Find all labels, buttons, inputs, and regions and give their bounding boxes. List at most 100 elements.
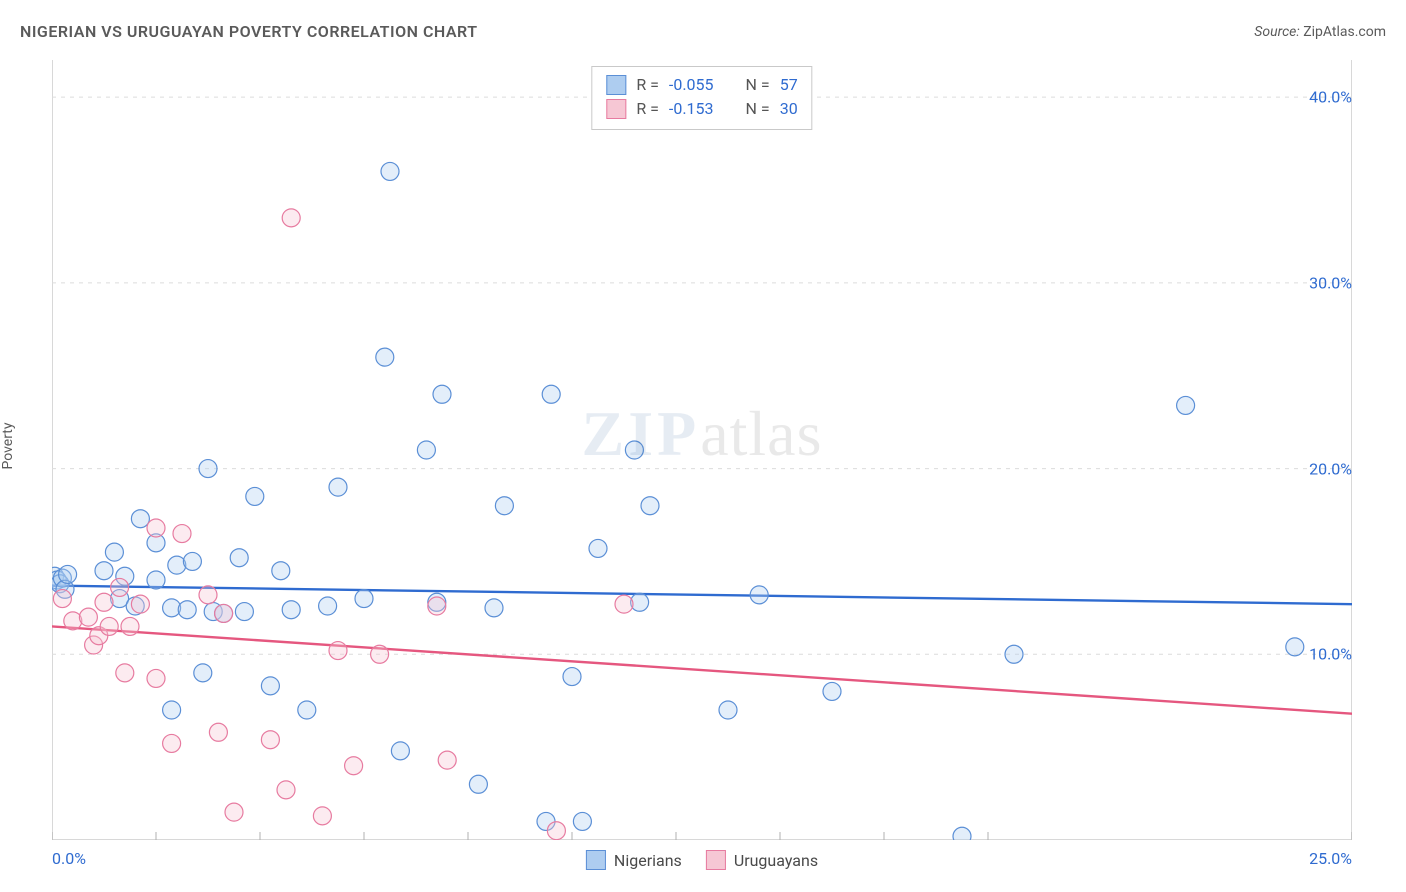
data-point bbox=[147, 571, 165, 589]
data-point bbox=[225, 803, 243, 821]
stats-legend-row: R = -0.153 N = 30 bbox=[606, 97, 797, 121]
stat-r-value: -0.055 bbox=[669, 73, 714, 97]
data-point bbox=[495, 497, 513, 515]
stat-n-label: N = bbox=[746, 73, 770, 97]
x-tick-label: 25.0% bbox=[1309, 849, 1352, 868]
chart-title: NIGERIAN VS URUGUAYAN POVERTY CORRELATIO… bbox=[20, 22, 478, 41]
data-point bbox=[469, 775, 487, 793]
data-point bbox=[1286, 638, 1304, 656]
data-point bbox=[953, 827, 971, 840]
data-point bbox=[542, 385, 560, 403]
data-point bbox=[376, 348, 394, 366]
data-point bbox=[823, 682, 841, 700]
data-point bbox=[355, 590, 373, 608]
stat-r-label: R = bbox=[636, 97, 659, 121]
stat-n-value: 30 bbox=[780, 97, 798, 121]
data-point bbox=[199, 460, 217, 478]
data-point bbox=[168, 556, 186, 574]
data-point bbox=[178, 601, 196, 619]
data-point bbox=[371, 645, 389, 663]
source-attribution: Source: ZipAtlas.com bbox=[1254, 24, 1386, 40]
stat-r-value: -0.153 bbox=[669, 97, 714, 121]
y-axis-label: Poverty bbox=[0, 422, 16, 469]
data-point bbox=[1005, 645, 1023, 663]
legend-swatch bbox=[606, 75, 626, 95]
data-point bbox=[246, 487, 264, 505]
data-point bbox=[131, 510, 149, 528]
data-point bbox=[111, 578, 129, 596]
y-tick-label: 40.0% bbox=[1309, 88, 1352, 107]
data-point bbox=[391, 742, 409, 760]
data-point bbox=[573, 812, 591, 830]
y-tick-label: 10.0% bbox=[1309, 645, 1352, 664]
data-point bbox=[615, 595, 633, 613]
data-point bbox=[235, 603, 253, 621]
data-point bbox=[121, 617, 139, 635]
data-point bbox=[417, 441, 435, 459]
data-point bbox=[329, 642, 347, 660]
data-point bbox=[183, 552, 201, 570]
data-point bbox=[230, 549, 248, 567]
data-point bbox=[282, 209, 300, 227]
stat-r-label: R = bbox=[636, 73, 659, 97]
data-point bbox=[53, 590, 71, 608]
data-point bbox=[105, 543, 123, 561]
legend-swatch bbox=[706, 850, 726, 870]
y-tick-label: 30.0% bbox=[1309, 273, 1352, 292]
data-point bbox=[329, 478, 347, 496]
legend-swatch bbox=[586, 850, 606, 870]
data-point bbox=[428, 597, 446, 615]
data-point bbox=[547, 822, 565, 840]
data-point bbox=[147, 519, 165, 537]
data-point bbox=[163, 701, 181, 719]
x-tick-label: 0.0% bbox=[52, 849, 86, 868]
data-point bbox=[173, 525, 191, 543]
data-point bbox=[95, 593, 113, 611]
data-point bbox=[719, 701, 737, 719]
data-point bbox=[215, 604, 233, 622]
data-point bbox=[199, 586, 217, 604]
plot-area: ZIPatlas 10.0%20.0%30.0%40.0% 0.0%25.0% … bbox=[52, 60, 1352, 840]
data-point bbox=[79, 608, 97, 626]
data-point bbox=[563, 668, 581, 686]
data-point bbox=[589, 539, 607, 557]
data-point bbox=[163, 734, 181, 752]
data-point bbox=[131, 595, 149, 613]
legend-item: Uruguayans bbox=[706, 850, 818, 870]
source-label: Source: bbox=[1254, 24, 1299, 40]
stats-legend: R =-0.055N =57R =-0.153N =30 bbox=[591, 66, 812, 130]
legend-label: Uruguayans bbox=[734, 851, 818, 870]
data-point bbox=[319, 597, 337, 615]
data-point bbox=[194, 664, 212, 682]
y-tick-label: 20.0% bbox=[1309, 459, 1352, 478]
data-point bbox=[64, 612, 82, 630]
data-point bbox=[750, 586, 768, 604]
data-point bbox=[261, 677, 279, 695]
data-point bbox=[100, 617, 118, 635]
data-point bbox=[277, 781, 295, 799]
data-point bbox=[641, 497, 659, 515]
data-point bbox=[313, 807, 331, 825]
data-point bbox=[147, 669, 165, 687]
data-point bbox=[95, 562, 113, 580]
data-point bbox=[438, 751, 456, 769]
data-point bbox=[209, 723, 227, 741]
data-point bbox=[433, 385, 451, 403]
data-point bbox=[345, 757, 363, 775]
series-legend: Nigerians Uruguayans bbox=[586, 850, 818, 870]
data-point bbox=[381, 162, 399, 180]
legend-swatch bbox=[606, 99, 626, 119]
scatter-chart bbox=[52, 60, 1352, 840]
stats-legend-row: R =-0.055N =57 bbox=[606, 73, 797, 97]
data-point bbox=[1177, 396, 1195, 414]
data-point bbox=[282, 601, 300, 619]
legend-item: Nigerians bbox=[586, 850, 682, 870]
data-point bbox=[298, 701, 316, 719]
data-point bbox=[59, 565, 77, 583]
data-point bbox=[261, 731, 279, 749]
data-point bbox=[485, 599, 503, 617]
data-point bbox=[116, 664, 134, 682]
stat-n-label: N = bbox=[746, 97, 770, 121]
source-value: ZipAtlas.com bbox=[1303, 24, 1386, 40]
legend-label: Nigerians bbox=[614, 851, 682, 870]
